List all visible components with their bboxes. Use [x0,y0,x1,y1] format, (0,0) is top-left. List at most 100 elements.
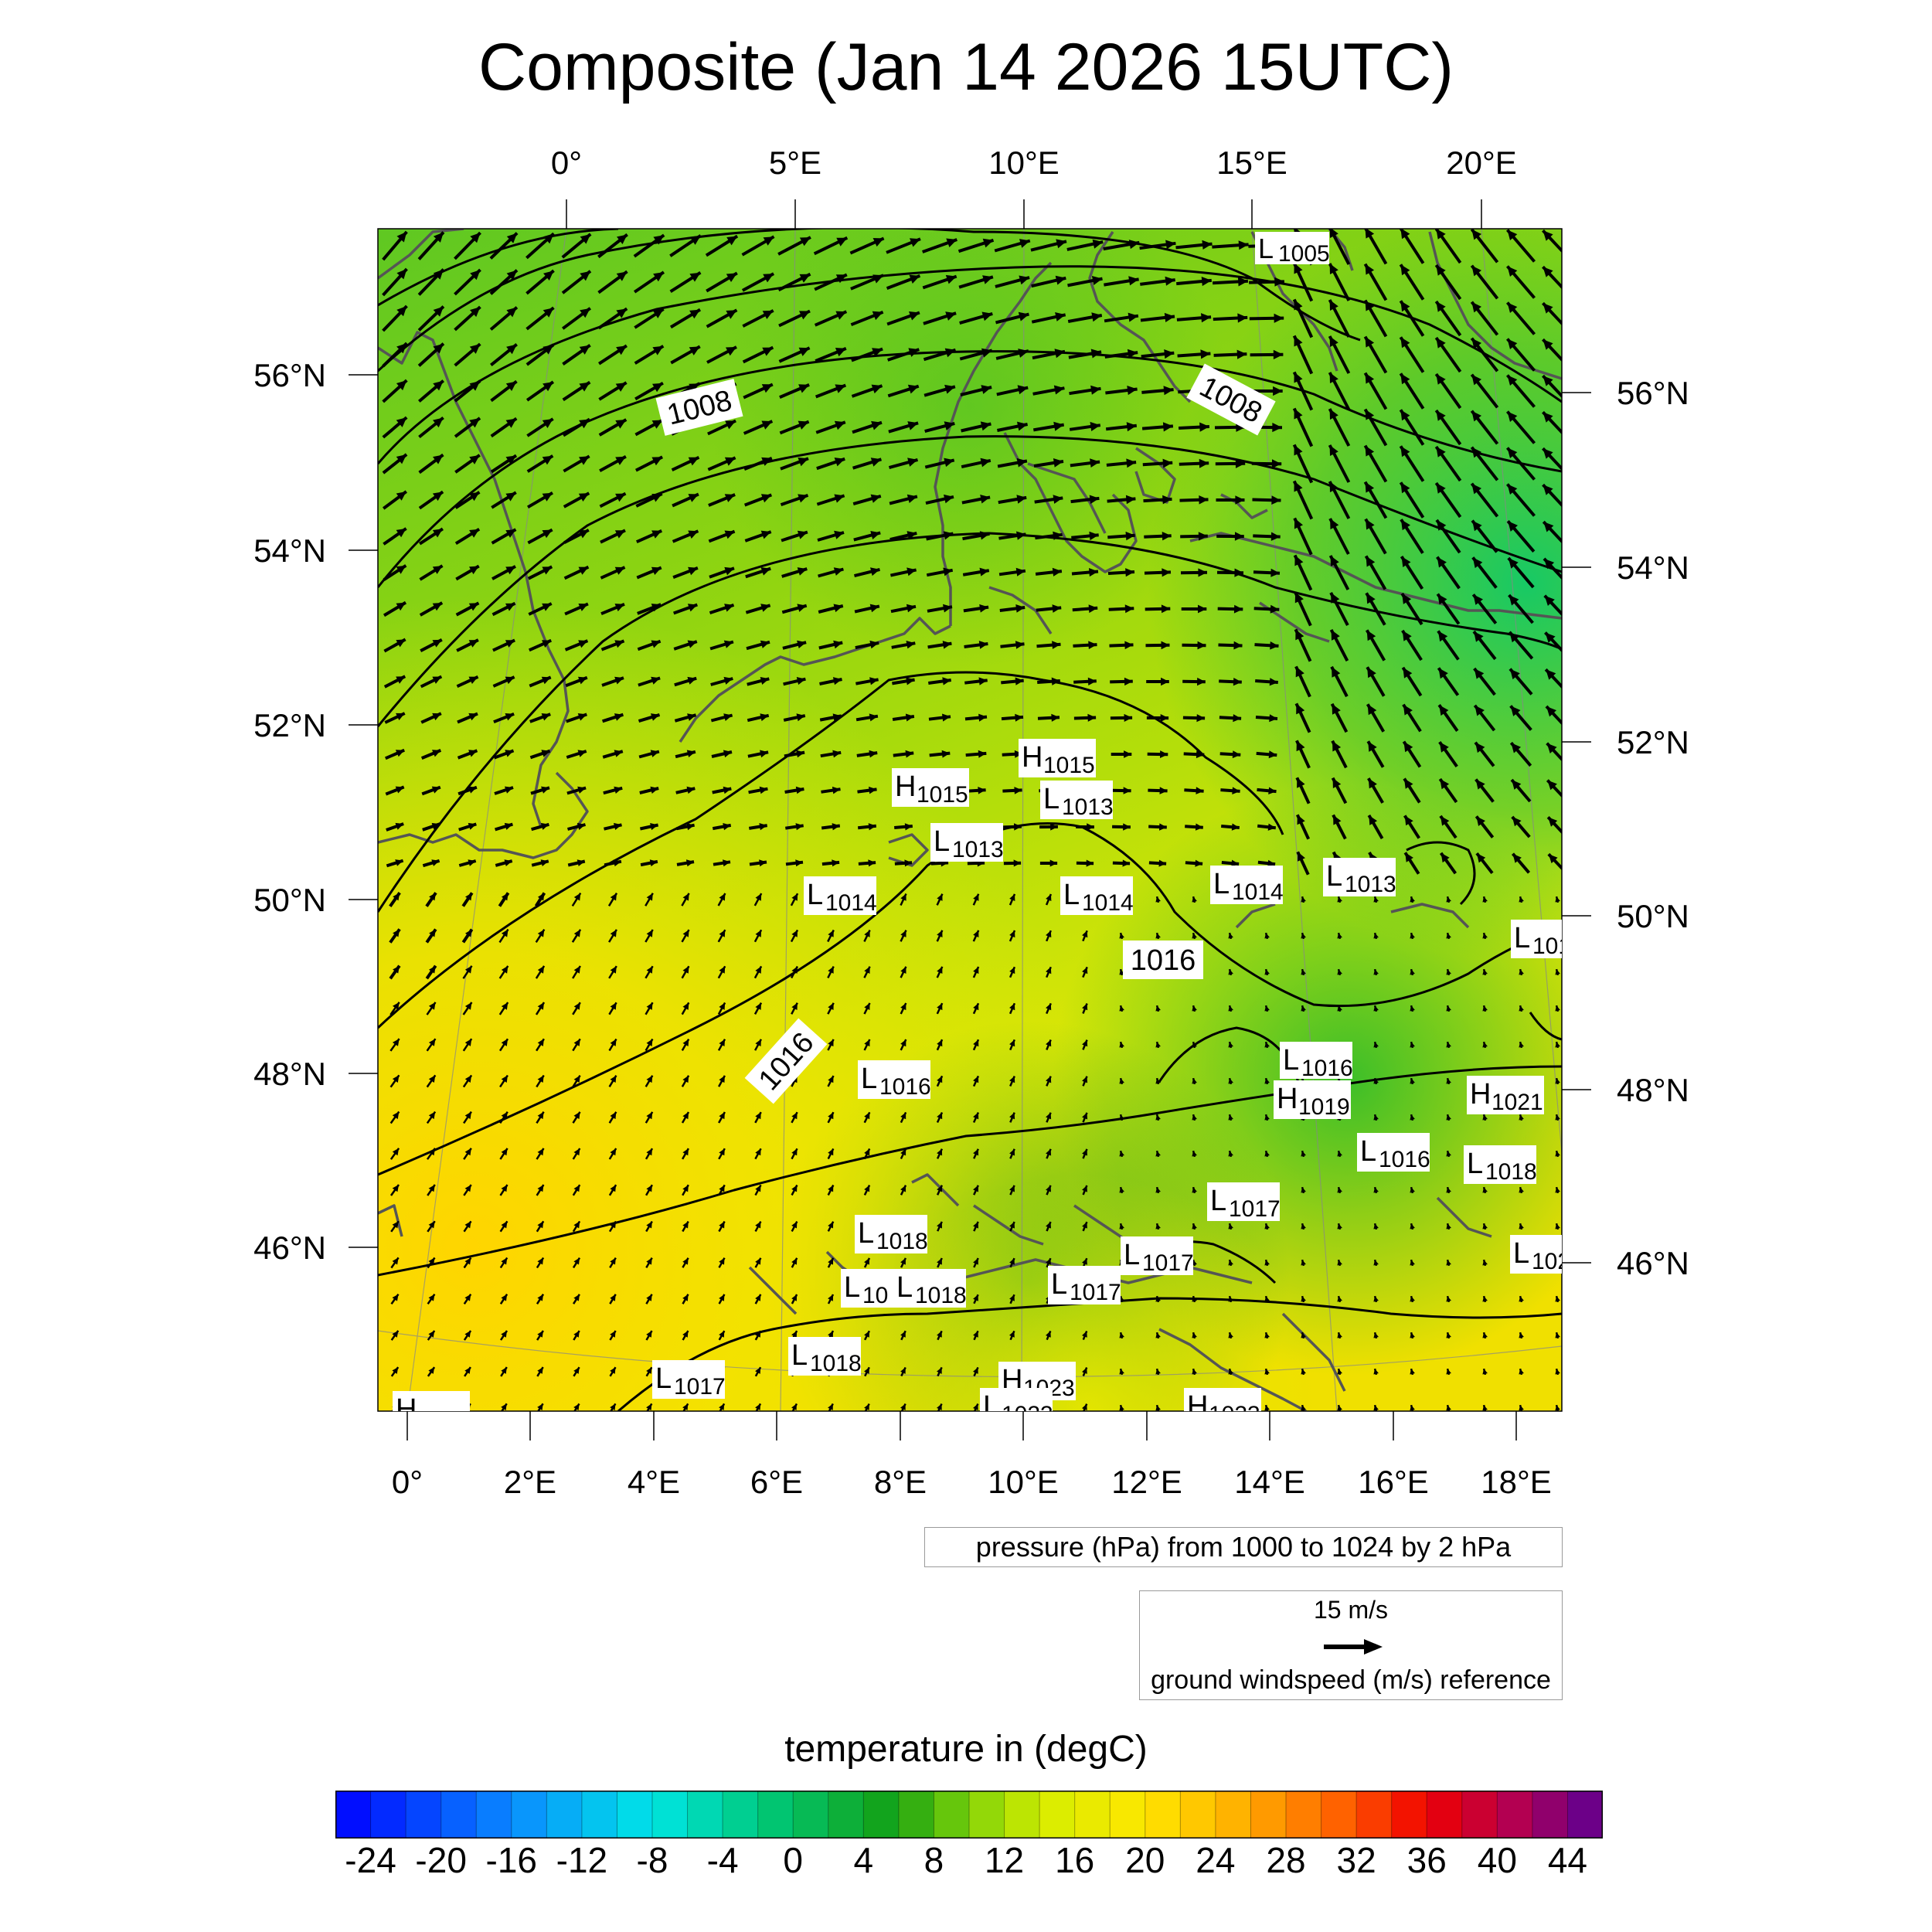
wind-arrow-head [941,750,951,758]
wind-arrow-head [1019,275,1030,285]
wind-arrow-head [761,420,773,430]
wind-arrow-head [470,307,481,318]
wind-arrow-head [1082,930,1088,938]
wind-arrow-head [577,786,587,794]
wind-arrow-head [1337,1296,1342,1302]
wind-arrow-head [432,639,442,648]
wind-arrow-head [1228,1260,1233,1266]
wind-arrow-head [1436,301,1446,312]
wind-arrow-head [682,1257,689,1265]
wind-arrow-head [906,567,917,577]
wind-arrow-head [610,1367,616,1374]
wind-arrow-head [979,531,990,540]
wind-arrow-head [1155,896,1161,903]
svg-text:1023: 1023 [1209,1402,1260,1427]
wind-arrow-head [1543,412,1553,423]
wind-arrow-head [393,929,400,937]
wind-arrow-head [1471,447,1481,458]
wind-arrow-head [1014,787,1022,794]
wind-arrow-head [1090,421,1100,431]
wind-arrow-head [1507,447,1518,458]
wind-arrow-head [1089,568,1098,577]
svg-text:L: L [844,1271,860,1304]
wind-arrow-head [1519,969,1524,975]
wind-arrow-head [900,1331,906,1338]
left-axis-label: 50°N [253,882,326,918]
left-axis-label: 56°N [253,357,326,393]
wind-arrow-head [686,786,696,794]
pressure-center: L 1014 [1210,866,1284,905]
colorbar-tick-label: -20 [415,1840,467,1880]
wind-arrow-head [1301,1260,1306,1266]
wind-arrow-head [723,750,732,758]
svg-text:L: L [1467,1148,1483,1180]
wind-arrow-head [1329,372,1338,383]
wind-arrow-head [646,1294,652,1301]
wind-arrow-head [573,1111,580,1120]
wind-arrow-head [719,1112,725,1120]
wind-arrow-head [1016,531,1026,540]
wind-arrow-head [835,384,846,393]
wind-arrow-head [719,1257,725,1265]
wind-arrow-head [1196,750,1205,759]
wind-arrow-head [791,1403,797,1410]
wind-arrow-head [1475,779,1485,790]
wind-arrow-head [1164,349,1175,359]
wind-arrow-head [1337,1151,1342,1157]
colorbar-tick-label: -16 [485,1840,538,1880]
wind-arrow-head [1155,1296,1161,1302]
wind-arrow-head [1296,740,1305,752]
wind-arrow-head [791,1148,798,1156]
wind-arrow-head [1198,568,1207,577]
wind-arrow-head [1509,595,1519,606]
wind-arrow-head [869,640,879,649]
svg-text:L: L [861,1063,877,1095]
svg-text:L: L [1124,1239,1140,1271]
wind-arrow-head [1192,1042,1197,1048]
wind-arrow-head [761,384,773,393]
wind-arrow-head [1440,852,1450,863]
svg-text:1016: 1016 [1379,1147,1430,1172]
wind-arrow-head [908,348,920,357]
wind-arrow-head [1124,713,1133,722]
wind-arrow-head [828,930,834,937]
colorbar-cell [1250,1791,1287,1838]
wind-arrow-head [1440,815,1450,826]
wind-arrow-head [1410,1405,1415,1411]
wind-arrow-head [900,930,906,937]
colorbar-tick-label: 12 [984,1840,1025,1880]
wind-arrow-head [864,1148,870,1156]
wind-arrow-head [828,1148,834,1156]
svg-text:L: L [1213,868,1230,900]
wind-arrow-head [1544,595,1555,606]
wind-arrow-head [1403,667,1413,679]
wind-arrow-head [725,420,736,430]
wind-arrow-head [682,1075,689,1083]
wind-arrow-head [1337,1405,1342,1411]
colorbar-cell [863,1791,900,1838]
temperature-field [378,229,1562,1411]
colorbar-tick-label: 4 [853,1840,874,1880]
wind-arrow-head [392,1257,399,1265]
wind-arrow-head [1507,338,1518,349]
wind-arrow-head [614,676,624,685]
wind-arrow-head [395,750,405,757]
wind-arrow-head [1337,896,1342,903]
wind-arrow-head [1264,1042,1270,1048]
colorbar-tick-label: -8 [636,1840,668,1880]
wind-arrow-head [755,966,762,974]
wind-arrow-head [906,531,917,540]
wind-arrow-head [980,421,992,431]
svg-text:L: L [1513,1237,1529,1270]
svg-text:1021: 1021 [1492,1090,1543,1115]
wind-arrow-head [1410,1187,1415,1193]
wind-arrow-head [833,640,843,649]
wind-arrow-head [832,750,842,758]
svg-text:1014: 1014 [825,890,877,916]
wind-arrow-head [973,1039,979,1047]
wind-arrow-head [537,1111,544,1120]
wind-arrow-head [1410,1223,1415,1230]
wind-arrow-head [610,1331,616,1338]
wind-arrow-head [1519,1332,1524,1338]
wind-arrow-head [573,1002,580,1010]
